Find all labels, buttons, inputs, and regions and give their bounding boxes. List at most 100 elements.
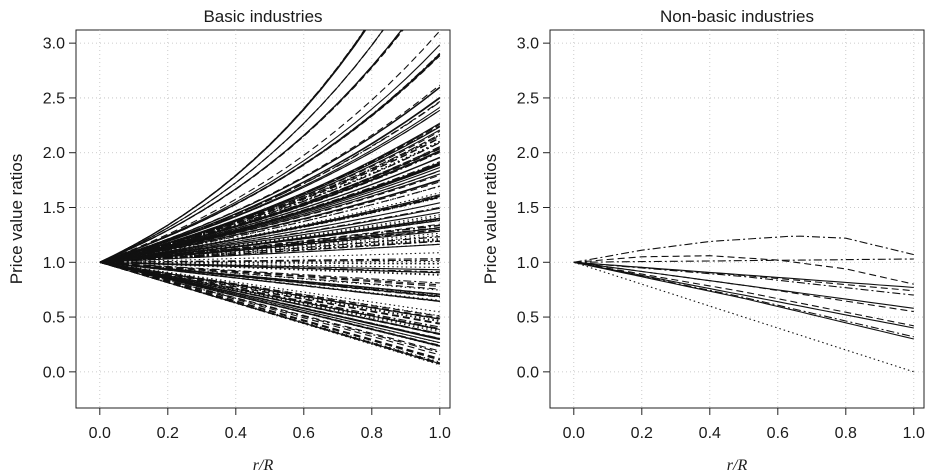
series-line — [99, 134, 441, 263]
chart-title: Non-basic industries — [660, 7, 814, 26]
series-line — [99, 185, 440, 263]
series-line — [99, 261, 440, 324]
x-tick-label: 1.0 — [429, 425, 451, 442]
y-tick-label: 0.5 — [517, 310, 539, 327]
series-line — [573, 255, 914, 285]
x-tick-label: 0.8 — [835, 425, 857, 442]
y-tick-label: 1.0 — [43, 255, 65, 272]
series-line — [99, 261, 440, 274]
series-line — [99, 173, 440, 263]
y-axis-label: Price value ratios — [7, 154, 26, 284]
series-line — [99, 30, 441, 263]
y-tick-label: 2.0 — [43, 145, 65, 162]
series-line — [99, 224, 440, 263]
series-line — [99, 161, 441, 263]
series-line — [99, 214, 440, 263]
y-axis-label: Price value ratios — [481, 154, 500, 284]
x-tick-label: 0.4 — [699, 425, 721, 442]
series-line — [99, 261, 440, 273]
series-line — [99, 261, 440, 275]
series-line — [99, 192, 440, 263]
series-line — [99, 206, 440, 263]
series-line — [99, 261, 440, 328]
series-lines — [573, 235, 914, 373]
series-line — [99, 261, 440, 287]
y-tick-label: 1.5 — [43, 200, 65, 217]
x-tick-label: 0.4 — [225, 425, 247, 442]
series-line — [99, 261, 440, 331]
axes: 0.0 0.2 0.4 0.6 0.8 1.0 0.0 0.5 1.0 1.5 2.0 2.5 3.0 — [517, 36, 925, 442]
y-tick-label: 2.0 — [517, 145, 539, 162]
series-line — [99, 259, 440, 263]
series-line — [99, 196, 440, 263]
series-line — [99, 30, 404, 263]
series-line — [573, 235, 914, 263]
x-tick-label: 0.2 — [157, 425, 179, 442]
series-line — [573, 261, 914, 338]
y-tick-label: 0.0 — [517, 364, 539, 381]
series-line — [99, 261, 440, 284]
series-line — [99, 258, 440, 263]
series-line — [99, 123, 441, 263]
series-line — [99, 261, 440, 330]
series-line — [99, 234, 440, 263]
series-line — [99, 126, 441, 263]
series-line — [99, 261, 440, 352]
series-line — [573, 261, 914, 327]
series-line — [99, 261, 440, 361]
axes: 0.0 0.2 0.4 0.6 0.8 1.0 0.0 0.5 1.0 1.5 2.0 2.5 3.0 — [43, 36, 451, 442]
series-line — [99, 261, 440, 322]
series-line — [99, 261, 440, 320]
x-tick-label: 0.6 — [767, 425, 789, 442]
series-line — [573, 261, 914, 292]
series-line — [99, 261, 440, 301]
series-line — [99, 261, 440, 346]
series-line — [99, 87, 441, 263]
y-tick-label: 2.5 — [517, 90, 539, 107]
series-line — [99, 261, 440, 339]
y-tick-label: 1.0 — [517, 255, 539, 272]
series-line — [99, 261, 440, 333]
series-line — [99, 239, 440, 263]
series-line — [99, 261, 440, 331]
series-line — [99, 261, 440, 303]
x-tick-label: 0.0 — [89, 425, 111, 442]
series-line — [99, 44, 441, 263]
series-line — [99, 261, 440, 297]
plot-frame — [75, 29, 451, 409]
series-line — [99, 151, 441, 263]
series-line — [99, 150, 441, 263]
series-line — [99, 194, 440, 263]
series-line — [99, 261, 440, 336]
y-tick-label: 3.0 — [43, 36, 65, 53]
series-line — [99, 261, 440, 276]
series-line — [99, 236, 440, 263]
x-tick-label: 0.2 — [631, 425, 653, 442]
panel-non-basic-industries: 0.0 0.2 0.4 0.6 0.8 1.00.00.51.01.52.02.53.0 … — [481, 7, 925, 474]
series-line — [99, 30, 403, 263]
series-line — [99, 261, 440, 298]
series-line — [99, 195, 440, 263]
x-tick-label: 1.0 — [903, 425, 925, 442]
series-line — [99, 211, 440, 263]
series-lines — [99, 30, 441, 366]
y-tick-label: 0.0 — [43, 364, 65, 381]
series-line — [573, 261, 914, 329]
series-line — [99, 261, 440, 291]
series-line — [99, 163, 440, 263]
series-line — [99, 261, 440, 317]
x-tick-label: 0.0 — [563, 425, 585, 442]
y-tick-label: 2.5 — [43, 90, 65, 107]
series-line — [573, 261, 914, 296]
series-line — [99, 157, 441, 263]
series-line — [573, 261, 914, 373]
series-line — [573, 258, 914, 263]
series-line — [573, 261, 914, 313]
y-tick-label: 0.5 — [43, 310, 65, 327]
chart-title: Basic industries — [203, 7, 322, 26]
series-line — [99, 243, 440, 263]
series-line — [99, 53, 441, 263]
y-tick-label: 1.5 — [517, 200, 539, 217]
series-line — [99, 232, 440, 263]
